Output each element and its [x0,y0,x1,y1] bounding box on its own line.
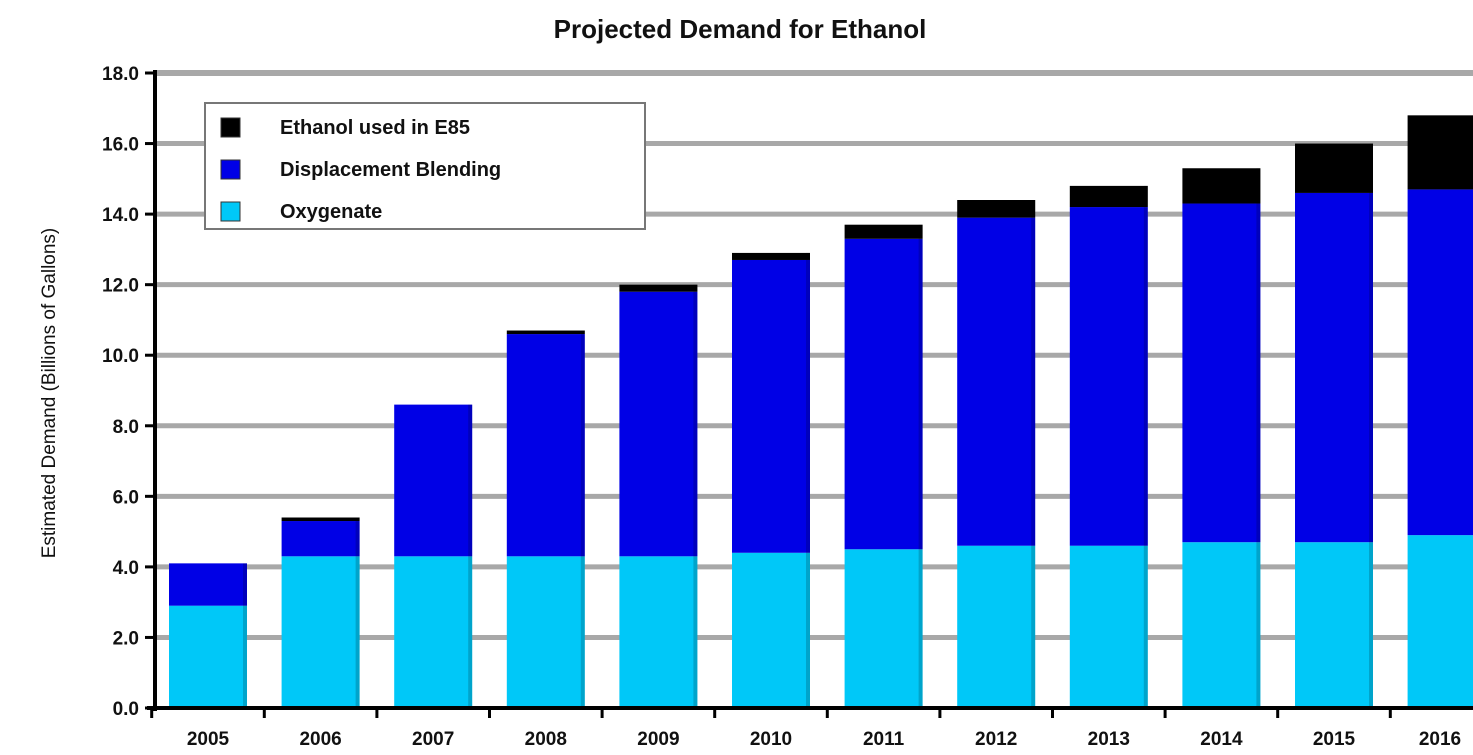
y-tick-label: 6.0 [113,487,139,508]
bar-ethanol-used-in-e85-2015 [1295,143,1373,193]
bar-displacement-blending-2015 [1295,192,1373,543]
legend: Ethanol used in E85 Displacement Blending… [204,102,646,230]
x-tick-label: 2016 [1419,729,1461,750]
bar-stack-2010 [732,252,810,708]
legend-swatch [220,201,241,222]
bar-displacement-blending-2013 [1069,207,1148,546]
bar-displacement-blending-2012 [957,217,1036,546]
bar-stack-2012 [957,200,1036,708]
chart-title: Projected Demand for Ethanol [554,14,927,44]
x-tick-label: 2013 [1088,729,1130,750]
axes [145,70,1473,718]
bar-stack-2008 [506,330,585,708]
legend-box [204,102,646,230]
bar-displacement-blending-2011 [844,238,923,550]
bar-ethanol-used-in-e85-2016 [1407,115,1473,190]
bar-stack-2014 [1182,168,1261,708]
bar-displacement-blending-2008 [506,334,585,557]
bar-edge-shade [355,517,360,708]
bar-ethanol-used-in-e85-2008 [506,330,585,335]
bar-oxygenate-2011 [844,549,923,708]
bar-stack-2006 [281,517,360,708]
y-tick-label: 14.0 [102,205,139,226]
x-tick-label: 2014 [1200,729,1243,750]
bar-displacement-blending-2016 [1407,189,1473,536]
bar-stack-2009 [619,284,698,708]
y-tick-label: 12.0 [102,276,139,297]
y-tick-label: 0.0 [113,699,139,720]
x-tick-label: 2005 [187,729,230,750]
bar-edge-shade [1369,143,1373,709]
legend-label: Displacement Blending [280,159,501,181]
bars [169,115,1473,709]
bar-ethanol-used-in-e85-2013 [1069,185,1148,208]
bar-edge-shade [1256,168,1261,708]
bar-ethanol-used-in-e85-2011 [844,224,923,239]
bar-ethanol-used-in-e85-2014 [1182,168,1261,204]
y-tick-label: 16.0 [102,135,139,156]
bar-edge-shade [243,563,247,708]
y-axis-label: Estimated Demand (Billions of Gallons) [39,228,60,559]
bar-stack-2015 [1295,143,1373,709]
x-tick-label: 2008 [525,729,567,750]
bar-oxygenate-2013 [1069,545,1148,708]
y-tick-label: 10.0 [102,346,139,367]
bar-oxygenate-2007 [394,556,473,708]
bar-ethanol-used-in-e85-2006 [281,517,360,522]
bar-displacement-blending-2014 [1182,203,1261,543]
bar-oxygenate-2005 [169,605,247,708]
bar-ethanol-used-in-e85-2009 [619,284,698,292]
bar-displacement-blending-2005 [169,563,247,606]
bar-displacement-blending-2007 [394,404,473,557]
bar-ethanol-used-in-e85-2010 [732,252,810,260]
bar-edge-shade [1031,200,1036,708]
x-tick-label: 2007 [412,729,454,750]
y-tick-label: 18.0 [102,64,139,85]
bar-edge-shade [468,404,473,708]
bar-displacement-blending-2010 [732,259,810,553]
bar-edge-shade [1143,185,1148,708]
legend-label: Ethanol used in E85 [280,117,470,139]
bar-oxygenate-2010 [732,552,810,708]
bar-displacement-blending-2009 [619,291,698,557]
legend-swatch [220,159,241,180]
x-tick-label: 2009 [637,729,679,750]
bar-stack-2007 [394,404,473,708]
bar-stack-2013 [1069,185,1148,708]
bar-stack-2011 [844,224,923,708]
bar-edge-shade [580,330,585,708]
legend-label: Oxygenate [280,201,382,223]
bar-edge-shade [806,252,810,708]
bar-edge-shade [693,284,698,708]
x-tick-label: 2015 [1313,729,1356,750]
bar-oxygenate-2016 [1407,535,1473,708]
bar-stack-2005 [169,563,247,708]
x-tick-label: 2012 [975,729,1017,750]
bar-oxygenate-2006 [281,556,360,708]
bar-stack-2016 [1407,115,1473,708]
bar-oxygenate-2012 [957,545,1036,708]
legend-swatch [220,117,241,138]
bar-oxygenate-2009 [619,556,698,708]
y-tick-label: 8.0 [113,417,139,438]
y-tick-label: 4.0 [113,558,139,579]
x-tick-label: 2011 [863,729,905,750]
bar-oxygenate-2008 [506,556,585,708]
bar-displacement-blending-2006 [281,521,360,557]
bar-oxygenate-2014 [1182,542,1261,708]
x-tick-label: 2010 [750,729,792,750]
bar-oxygenate-2015 [1295,542,1373,708]
tick-labels: 0.0 2.0 4.0 6.0 8.0 10.0 12.0 14.0 16.0 18.0 2005 2… [102,64,1461,750]
bar-ethanol-used-in-e85-2012 [957,200,1036,218]
y-tick-label: 2.0 [113,628,139,649]
bar-edge-shade [918,224,923,708]
x-tick-label: 2006 [299,729,341,750]
